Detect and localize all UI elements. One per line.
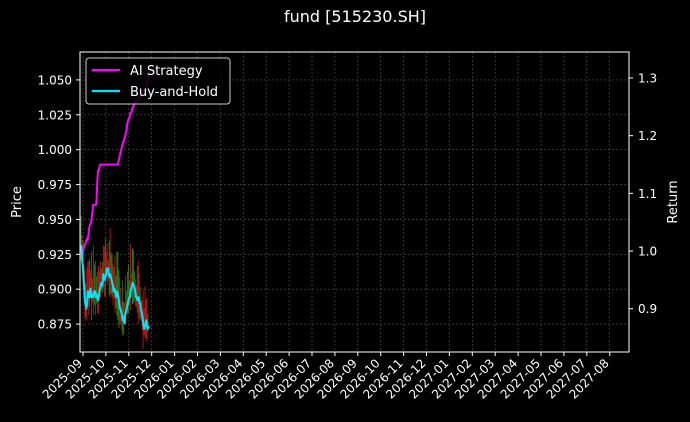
left-tick-label: 0.975 <box>38 178 72 192</box>
x-axis: 2025-092025-102025-112025-122026-012026-… <box>40 352 612 402</box>
plot-frame <box>79 51 630 353</box>
right-tick-label: 1.0 <box>638 245 657 259</box>
right-axis-label: Return <box>666 180 681 223</box>
chart-title: fund [515230.SH] <box>284 7 426 26</box>
left-tick-label: 0.900 <box>38 283 72 297</box>
left-tick-label: 1.000 <box>38 143 72 157</box>
buy-and-hold-line <box>80 245 150 330</box>
left-tick-label: 0.875 <box>38 318 72 332</box>
right-axis: 0.9 1.0 1.1 1.2 1.3 <box>629 71 657 316</box>
left-axis: 0.875 0.900 0.925 0.950 0.975 1.000 1.025 1.050 <box>38 73 80 332</box>
left-axis-label: Price <box>10 186 25 218</box>
legend: AI Strategy Buy-and-Hold <box>85 57 231 105</box>
right-tick-label: 0.9 <box>638 302 657 316</box>
left-tick-label: 0.950 <box>38 213 72 227</box>
right-tick-label: 1.2 <box>638 129 657 143</box>
price-candles <box>80 215 149 350</box>
left-tick-label: 0.925 <box>38 248 72 262</box>
right-tick-label: 1.1 <box>638 187 657 201</box>
legend-label-buy-and-hold: Buy-and-Hold <box>130 85 218 100</box>
legend-label-ai-strategy: AI Strategy <box>130 64 203 79</box>
left-tick-label: 1.050 <box>38 73 72 87</box>
left-tick-label: 1.025 <box>38 108 72 122</box>
right-tick-label: 1.3 <box>638 71 657 85</box>
legend-box <box>85 57 231 105</box>
